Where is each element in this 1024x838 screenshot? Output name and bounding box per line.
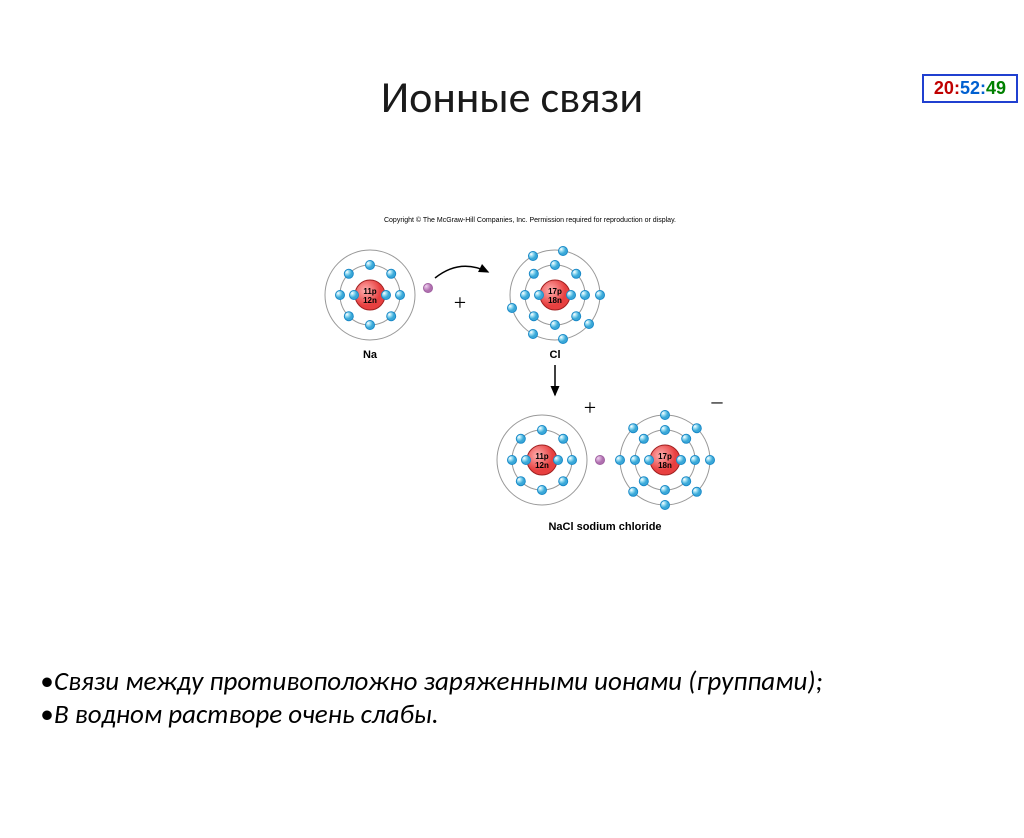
cl-neutrons: 18n [548,296,562,305]
timestamp-badge: 20:52:49 [922,74,1018,103]
time-seconds: 49 [986,78,1006,98]
na-protons: 11p [363,287,376,296]
cl-protons: 17p [548,287,562,296]
bullet-list: •Связи между противоположно заряженными … [40,665,823,731]
na2-neutrons: 12n [535,461,549,470]
copyright-text: Copyright © The McGraw-Hill Companies, I… [384,216,676,224]
atom-cl-top: 17p 18n [508,247,605,344]
na-charge-plus: + [584,395,596,420]
bullet-item-1: •Связи между противоположно заряженными … [40,665,823,698]
transfer-electron-top [424,284,433,293]
na-label-top: Na [363,349,378,361]
ionic-bond-diagram: Copyright © The McGraw-Hill Companies, I… [280,210,780,550]
na-neutrons: 12n [363,296,377,305]
plus-sign-top: + [454,290,466,315]
nacl-label: NaCl sodium chloride [548,521,661,533]
electron-transfer-arrow [435,266,488,278]
bullet-text-1: Связи между противоположно заряженными и… [54,665,823,698]
cl-charge-minus: – [711,388,724,413]
time-hours: 20 [934,78,954,98]
page-title: Ионные связи [0,70,1024,124]
atom-na-top: 11p 12n [325,250,415,340]
transfer-electron-bottom [596,456,605,465]
time-minutes: 52 [960,78,980,98]
cl2-neutrons: 18n [658,461,672,470]
cl2-protons: 17p [658,452,672,461]
atom-na-bottom: 11p 12n [497,415,587,505]
atom-cl-bottom: 17p 18n [616,411,715,510]
na2-protons: 11p [535,452,548,461]
cl-label-top: Cl [550,349,561,361]
bullet-text-2: В водном растворе очень слабы. [54,698,439,731]
bullet-item-2: •В водном растворе очень слабы. [40,698,823,731]
